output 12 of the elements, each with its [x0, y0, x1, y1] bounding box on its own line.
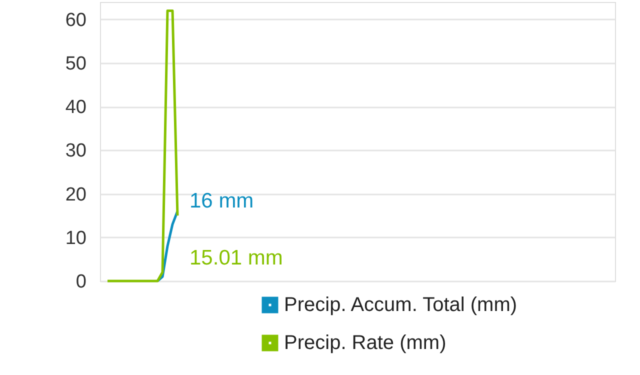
- y-tick-label: 20: [65, 184, 86, 206]
- legend-label: Precip. Accum. Total (mm): [284, 294, 518, 316]
- legend-label: Precip. Rate (mm): [284, 332, 446, 354]
- y-tick-label: 0: [76, 272, 86, 292]
- y-tick-label: 50: [65, 54, 86, 75]
- y-tick-label: 40: [65, 97, 86, 118]
- y-tick-label: 30: [65, 140, 86, 162]
- line-series: [106, 9, 179, 282]
- annotation: 15.01 mm: [190, 246, 283, 270]
- y-tick-label: 10: [65, 228, 86, 249]
- y-tick-label: 60: [65, 10, 86, 31]
- annotation: 16 mm: [190, 189, 254, 212]
